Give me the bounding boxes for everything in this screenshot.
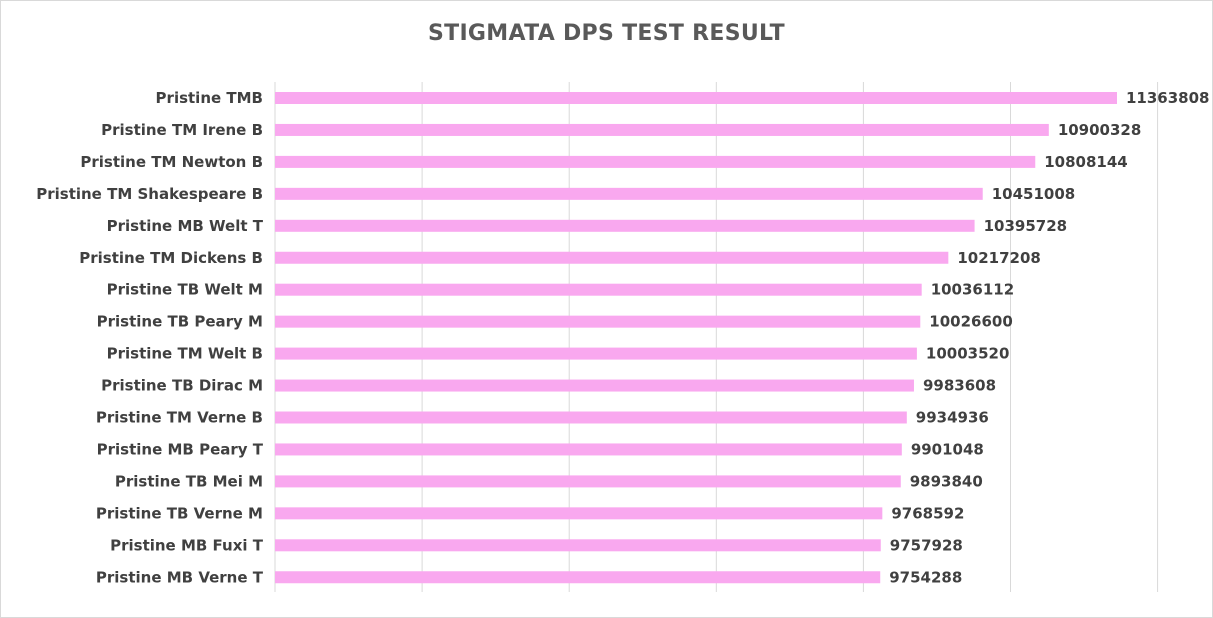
category-label: Pristine MB Welt T (107, 217, 264, 235)
bar (275, 123, 1049, 136)
category-label: Pristine MB Fuxi T (110, 536, 264, 554)
bar (275, 379, 914, 392)
value-label: 11363808 (1126, 89, 1210, 107)
value-label: 9893840 (910, 472, 983, 490)
category-label: Pristine TM Welt B (107, 345, 263, 363)
value-label: 9901048 (911, 440, 984, 458)
bar (275, 571, 881, 584)
category-label: Pristine TM Dickens B (79, 249, 263, 267)
bar (275, 92, 1117, 104)
bar (275, 507, 883, 520)
bar (275, 187, 983, 200)
bar (275, 155, 1036, 168)
bar (275, 411, 907, 424)
bar (275, 347, 917, 360)
value-label: 10451008 (992, 185, 1076, 203)
bars (275, 92, 1117, 584)
category-label: Pristine TB Welt M (107, 281, 263, 299)
value-label: 10900328 (1058, 121, 1142, 139)
chart-title: STIGMATA DPS TEST RESULT (428, 21, 785, 46)
bar (275, 475, 901, 488)
value-label: 9754288 (889, 568, 962, 586)
category-label: Pristine TM Irene B (101, 121, 263, 139)
bar (275, 251, 949, 264)
value-label: 10003520 (926, 345, 1010, 363)
value-label: 10026600 (929, 313, 1013, 331)
category-label: Pristine TM Shakespeare B (36, 185, 263, 203)
category-labels: Pristine TMB Pristine TM Irene B Pristine … (36, 89, 264, 586)
bar (275, 283, 922, 296)
category-label: Pristine TB Dirac M (101, 377, 263, 395)
category-label: Pristine MB Verne T (96, 568, 264, 586)
value-labels: 11363808 10900328 10808144 10451008 10395728… (889, 89, 1209, 586)
category-label: Pristine TM Verne B (96, 409, 263, 427)
value-label: 10217208 (957, 249, 1041, 267)
value-label: 10036112 (931, 281, 1015, 299)
value-label: 9757928 (890, 536, 963, 554)
bar (275, 315, 921, 328)
bar (275, 539, 881, 552)
value-label: 9768592 (891, 504, 964, 522)
value-label: 10808144 (1044, 153, 1128, 171)
category-label: Pristine MB Peary T (97, 440, 264, 458)
value-label: 10395728 (984, 217, 1068, 235)
value-label: 9983608 (923, 377, 996, 395)
bar (275, 219, 975, 232)
value-label: 9934936 (916, 409, 989, 427)
bar (275, 443, 902, 456)
category-label: Pristine TB Peary M (97, 313, 263, 331)
category-label: Pristine TB Mei M (115, 472, 263, 490)
category-label: Pristine TM Newton B (80, 153, 263, 171)
category-label: Pristine TMB (156, 89, 263, 107)
category-label: Pristine TB Verne M (96, 504, 263, 522)
